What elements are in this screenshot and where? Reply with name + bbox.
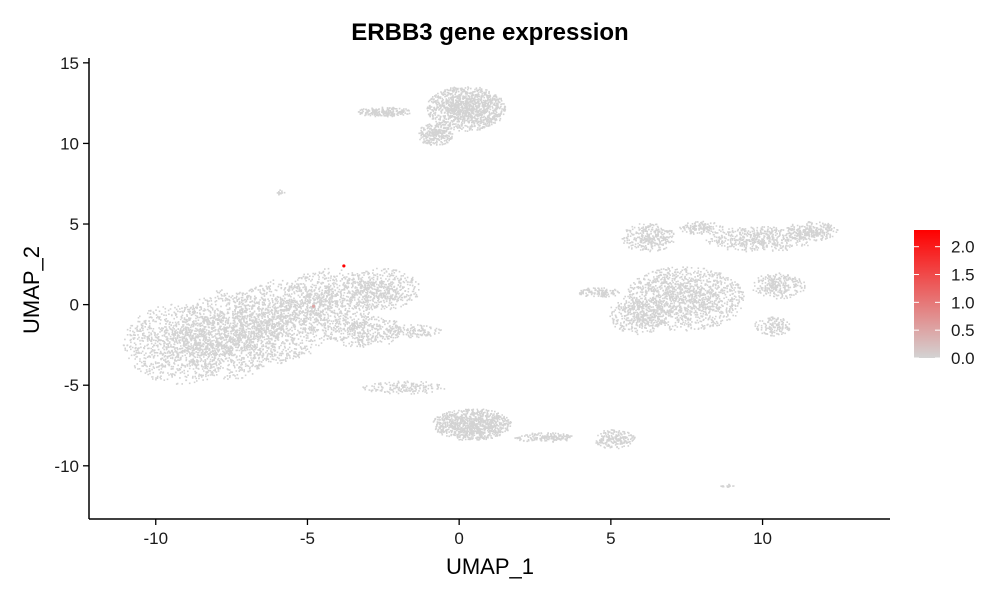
y-tick-label: 15 bbox=[60, 54, 79, 73]
x-ticks: -10 -5 0 5 10 bbox=[143, 519, 772, 548]
y-tick-label: 0 bbox=[70, 296, 79, 315]
color-legend: 0.0 0.5 1.0 1.5 2.0 bbox=[914, 230, 975, 368]
cluster-top bbox=[357, 86, 507, 146]
chart-title: ERBB3 gene expression bbox=[351, 19, 628, 46]
x-tick-label: -5 bbox=[300, 529, 315, 548]
x-tick-label: -10 bbox=[143, 529, 168, 548]
color-bar-tick-label: 0.0 bbox=[951, 349, 975, 368]
y-tick-label: 10 bbox=[60, 134, 79, 153]
cluster-points bbox=[357, 86, 507, 146]
y-tick-label: 5 bbox=[70, 215, 79, 234]
color-bar-tick-label: 1.0 bbox=[951, 293, 975, 312]
y-axis-title: UMAP_2 bbox=[19, 246, 44, 334]
color-bar-ticks: 0.0 0.5 1.0 1.5 2.0 bbox=[914, 238, 975, 368]
cluster-points bbox=[122, 267, 442, 385]
cluster-points bbox=[578, 220, 839, 337]
expressing-point bbox=[311, 304, 316, 308]
cluster-right-large bbox=[578, 220, 839, 337]
x-tick-label: 10 bbox=[753, 529, 772, 548]
cluster-small-top-left bbox=[276, 189, 286, 196]
y-ticks: -10 -5 0 5 10 15 bbox=[54, 54, 89, 476]
cluster-points bbox=[362, 380, 636, 450]
points-layer bbox=[122, 86, 839, 488]
x-tick-label: 0 bbox=[454, 529, 463, 548]
expressing-points-layer bbox=[311, 264, 346, 308]
color-bar-tick-label: 0.5 bbox=[951, 321, 975, 340]
color-bar-tick-label: 2.0 bbox=[951, 238, 975, 257]
y-tick-label: -10 bbox=[54, 457, 79, 476]
color-bar-tick-label: 1.5 bbox=[951, 266, 975, 285]
cluster-points bbox=[720, 483, 735, 488]
x-tick-label: 5 bbox=[606, 529, 615, 548]
color-bar bbox=[914, 230, 940, 358]
expressing-point bbox=[342, 264, 346, 268]
cluster-bottom bbox=[362, 380, 636, 450]
cluster-small-bottom-right bbox=[720, 483, 735, 488]
cluster-left-large bbox=[122, 267, 442, 385]
y-tick-label: -5 bbox=[64, 376, 79, 395]
x-axis-title: UMAP_1 bbox=[446, 554, 534, 579]
cluster-points bbox=[276, 189, 286, 196]
